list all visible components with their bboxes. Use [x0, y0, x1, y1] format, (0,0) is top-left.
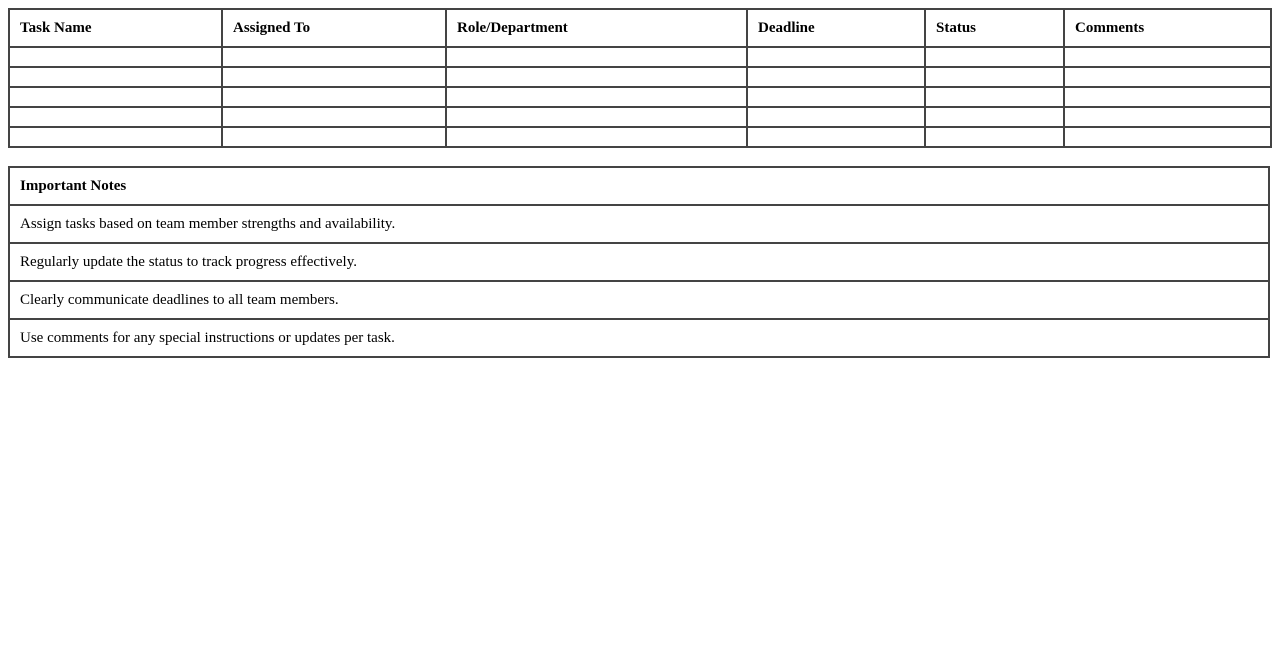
table-row: [8, 126, 1272, 148]
table-row: [8, 86, 1272, 108]
table-cell[interactable]: [924, 106, 1065, 128]
table-cell[interactable]: [1063, 86, 1272, 108]
note-row: Regularly update the status to track pro…: [8, 242, 1270, 282]
table-cell[interactable]: [445, 106, 748, 128]
note-text: Clearly communicate deadlines to all tea…: [8, 280, 1270, 320]
table-cell[interactable]: [445, 126, 748, 148]
table-cell[interactable]: [221, 106, 447, 128]
table-cell[interactable]: [8, 86, 223, 108]
table-cell[interactable]: [924, 46, 1065, 68]
table-cell[interactable]: [1063, 66, 1272, 88]
note-row: Use comments for any special instruction…: [8, 318, 1270, 358]
column-header-comments: Comments: [1063, 8, 1272, 48]
table-cell[interactable]: [1063, 126, 1272, 148]
notes-title: Important Notes: [8, 166, 1270, 206]
table-cell[interactable]: [746, 126, 926, 148]
table-cell[interactable]: [746, 66, 926, 88]
note-text: Regularly update the status to track pro…: [8, 242, 1270, 282]
table-row: [8, 66, 1272, 88]
note-row: Assign tasks based on team member streng…: [8, 204, 1270, 244]
table-cell[interactable]: [746, 46, 926, 68]
table-cell[interactable]: [8, 66, 223, 88]
table-cell[interactable]: [221, 126, 447, 148]
table-cell[interactable]: [445, 86, 748, 108]
table-cell[interactable]: [8, 46, 223, 68]
note-text: Use comments for any special instruction…: [8, 318, 1270, 358]
notes-header-row: Important Notes: [8, 166, 1270, 206]
column-header-task-name: Task Name: [8, 8, 223, 48]
table-cell[interactable]: [924, 66, 1065, 88]
table-row: [8, 46, 1272, 68]
table-cell[interactable]: [924, 126, 1065, 148]
column-header-deadline: Deadline: [746, 8, 926, 48]
column-header-status: Status: [924, 8, 1065, 48]
table-cell[interactable]: [1063, 106, 1272, 128]
important-notes-table: Important Notes Assign tasks based on te…: [8, 166, 1270, 358]
table-cell[interactable]: [8, 106, 223, 128]
note-text: Assign tasks based on team member streng…: [8, 204, 1270, 244]
header-row: Task Name Assigned To Role/Department Deadl…: [8, 8, 1272, 48]
column-header-role-department: Role/Department: [445, 8, 748, 48]
table-cell[interactable]: [746, 86, 926, 108]
table-cell[interactable]: [1063, 46, 1272, 68]
table-row: [8, 106, 1272, 128]
column-header-assigned-to: Assigned To: [221, 8, 447, 48]
table-cell[interactable]: [445, 46, 748, 68]
table-cell[interactable]: [221, 86, 447, 108]
table-cell[interactable]: [746, 106, 926, 128]
table-cell[interactable]: [445, 66, 748, 88]
table-cell[interactable]: [924, 86, 1065, 108]
table-cell[interactable]: [221, 46, 447, 68]
table-cell[interactable]: [8, 126, 223, 148]
table-cell[interactable]: [221, 66, 447, 88]
note-row: Clearly communicate deadlines to all tea…: [8, 280, 1270, 320]
task-table: Task Name Assigned To Role/Department Deadl…: [8, 8, 1272, 148]
